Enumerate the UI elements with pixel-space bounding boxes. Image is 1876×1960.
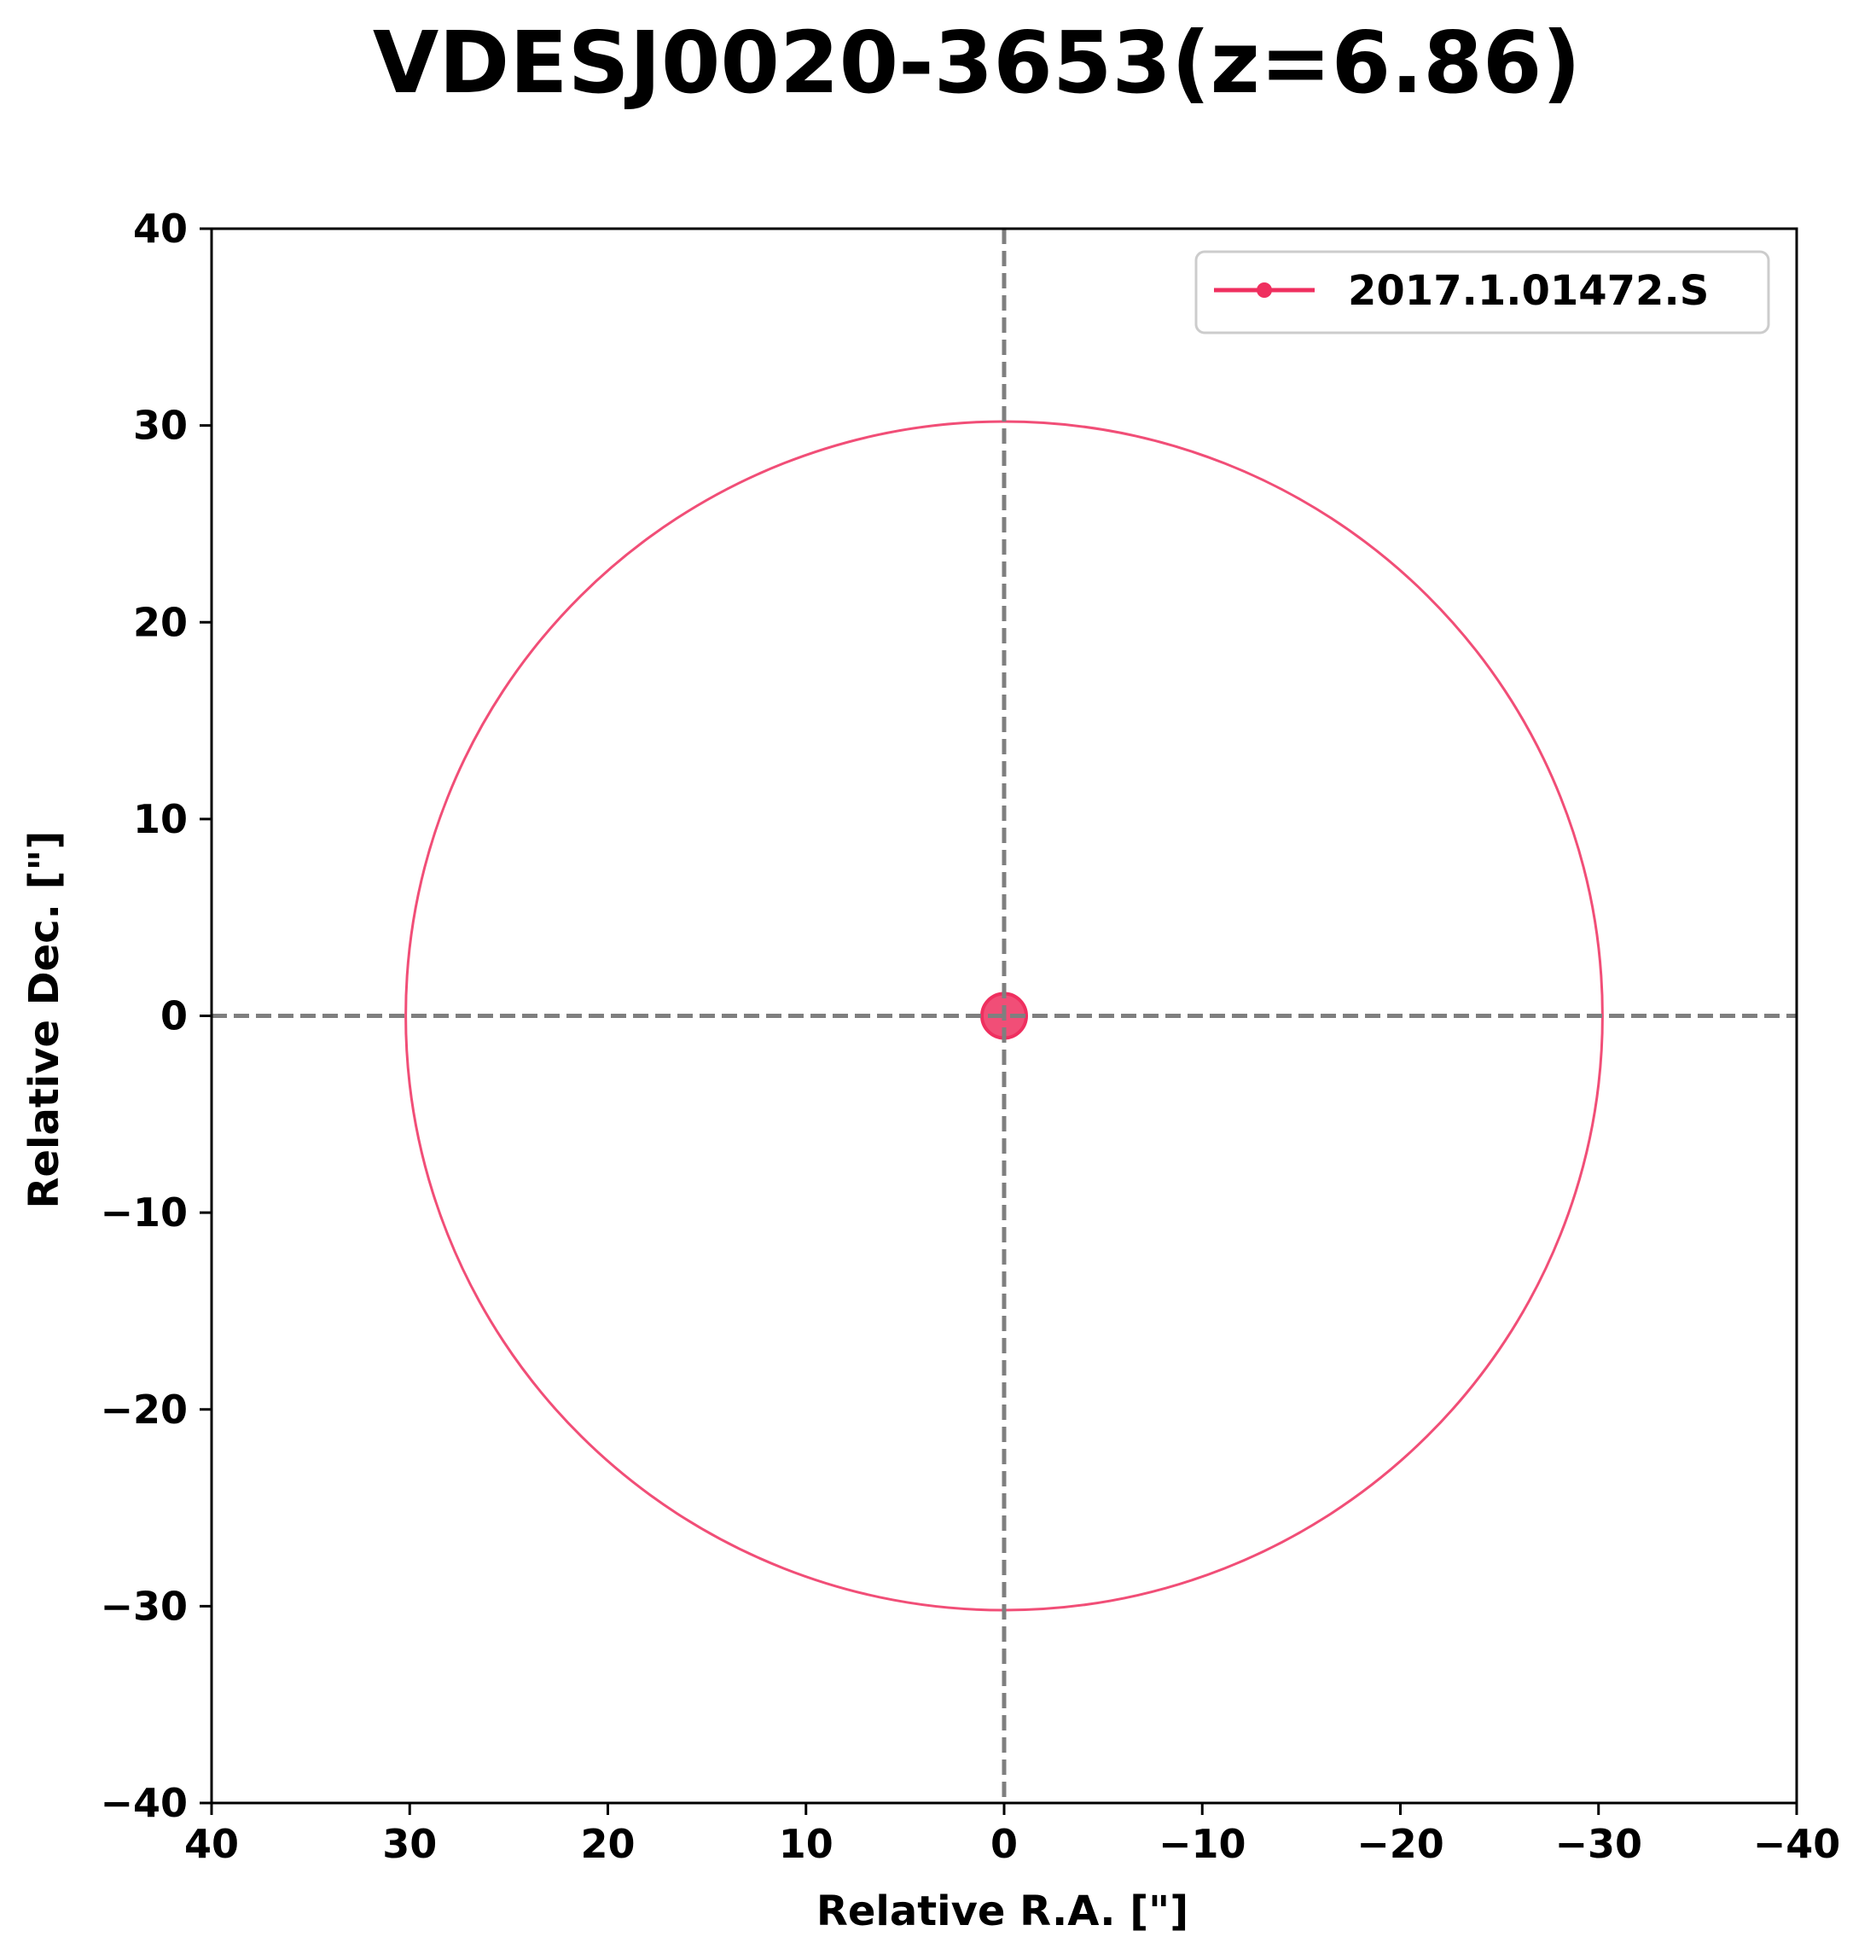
axis-ticks: 40 30 20 10 0 −10 −20 −30 −40 −40 −30 −20 −10 0 10 20 30… — [100, 206, 1840, 1867]
chart-title: VDESJ0020-3653(z=6.86) — [373, 13, 1581, 113]
y-tick-label: 10 — [133, 796, 188, 842]
legend-box — [1194, 250, 1770, 334]
y-tick-label: 40 — [133, 206, 188, 252]
x-tick-label: −20 — [1356, 1821, 1444, 1867]
x-tick-label: −10 — [1159, 1821, 1246, 1867]
y-tick-label: −20 — [100, 1387, 188, 1433]
y-tick-label: 20 — [133, 599, 188, 645]
plot-area — [210, 227, 1798, 1805]
legend-series-label: 2017.1.01472.S — [1348, 267, 1709, 315]
legend-series-marker — [1257, 282, 1272, 298]
x-axis-label: Relative R.A. ["] — [816, 1887, 1188, 1935]
x-tick-label: 10 — [779, 1821, 833, 1867]
y-tick-label: 0 — [160, 993, 188, 1039]
x-tick-label: −40 — [1753, 1821, 1841, 1867]
x-tick-label: 40 — [184, 1821, 239, 1867]
y-tick-label: −40 — [100, 1780, 188, 1826]
y-tick-label: −30 — [100, 1583, 188, 1629]
y-tick-label: 30 — [133, 403, 188, 449]
legend: 2017.1.01472.S — [1194, 250, 1770, 334]
x-tick-label: 0 — [990, 1821, 1018, 1867]
x-tick-label: 30 — [382, 1821, 437, 1867]
x-tick-label: 20 — [580, 1821, 635, 1867]
y-axis-label: Relative Dec. ["] — [20, 831, 68, 1209]
x-tick-label: −30 — [1554, 1821, 1642, 1867]
y-tick-label: −10 — [100, 1189, 188, 1236]
